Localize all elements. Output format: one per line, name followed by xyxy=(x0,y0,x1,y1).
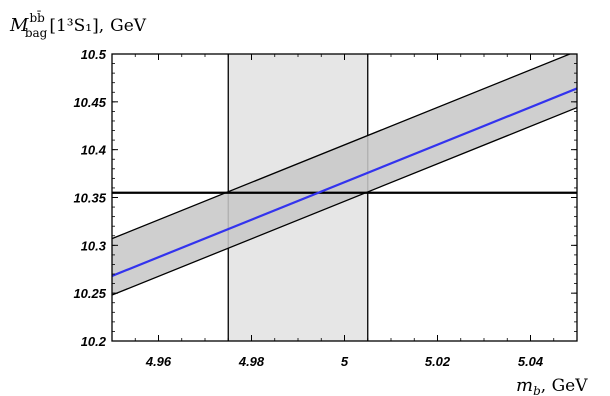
series-line-lower-bound xyxy=(112,106,577,296)
x-tick-label: 4.98 xyxy=(238,354,265,369)
y-axis-title: Mbb̄ bag [1³S₁], GeV xyxy=(9,9,147,40)
y-tick-label: 10.3 xyxy=(81,238,107,253)
series-layer xyxy=(112,54,577,296)
x-tick-label: 4.96 xyxy=(145,354,172,369)
y-axis-unit: GeV xyxy=(110,16,147,36)
y-tick-label: 10.35 xyxy=(73,191,106,206)
x-axis-symbol: m xyxy=(516,375,533,396)
uncertainty-band-layer xyxy=(112,54,577,296)
ticks-layer xyxy=(111,53,578,342)
x-axis-unit: , GeV xyxy=(541,376,588,396)
series-line-central xyxy=(112,87,577,277)
y-axis-superscript: bb̄ xyxy=(29,9,45,25)
x-axis-title: mb, GeV xyxy=(516,375,588,396)
y-tick-label: 10.45 xyxy=(73,95,106,110)
y-tick-label: 10.5 xyxy=(81,47,107,62)
x-axis-subscript: b xyxy=(533,384,541,396)
y-tick-label: 10.25 xyxy=(73,286,106,301)
y-axis-subscript: bag xyxy=(25,26,48,40)
y-tick-label: 10.4 xyxy=(81,143,107,158)
uncertainty-band xyxy=(112,54,577,296)
x-tick-label: 5.04 xyxy=(518,354,544,369)
series-line-upper-bound xyxy=(112,54,572,240)
x-tick-label: 5.02 xyxy=(425,354,451,369)
y-axis-symbol: M xyxy=(9,15,29,36)
x-tick-label: 5 xyxy=(341,354,349,369)
y-axis-state: [1³S₁], xyxy=(49,16,104,36)
tick-labels-layer: 4.96 4.98 5 5.02 5.04 10.2 10.25 10.3 10.35 10.4 1… xyxy=(73,47,543,369)
y-tick-label: 10.2 xyxy=(81,334,107,349)
